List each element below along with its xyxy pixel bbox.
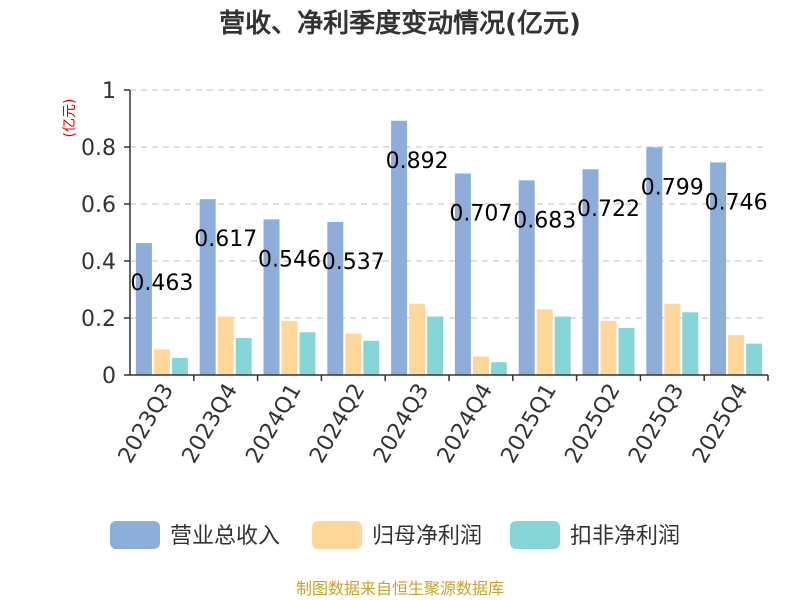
y-tick-label: 0.2 [81, 307, 116, 332]
bar-deducted-net-2024Q4[interactable] [490, 362, 507, 375]
bar-parent-net-2024Q1[interactable] [281, 320, 298, 375]
bar-deducted-net-2023Q3[interactable] [171, 357, 188, 375]
bar-deducted-net-2024Q1[interactable] [299, 332, 316, 375]
legend[interactable]: 营业总收入 归母净利润 扣非净利润 [110, 521, 680, 549]
value-label: 0.463 [130, 271, 193, 296]
value-label: 0.683 [513, 208, 576, 233]
bar-parent-net-2025Q4[interactable] [728, 335, 745, 375]
value-label: 0.892 [386, 149, 449, 174]
bar-parent-net-2024Q2[interactable] [345, 333, 362, 375]
legend-swatch [510, 521, 560, 549]
bar-revenue-2024Q3[interactable] [391, 120, 408, 375]
legend-label: 扣非净利润 [570, 524, 680, 549]
x-tick-label: 2023Q4 [178, 380, 243, 468]
x-tick-label: 2025Q3 [624, 380, 689, 468]
legend-swatch [110, 521, 160, 549]
bar-revenue-2024Q2[interactable] [327, 221, 344, 375]
legend-item-revenue[interactable]: 营业总收入 [110, 521, 280, 549]
x-tick-label: 2024Q1 [241, 380, 306, 468]
value-label: 0.707 [449, 202, 512, 227]
y-axis-unit: (亿元) [62, 99, 78, 138]
x-tick-label: 2025Q1 [497, 380, 562, 468]
bar-parent-net-2024Q4[interactable] [472, 356, 489, 375]
bar-revenue-2024Q4[interactable] [454, 173, 471, 375]
bar-revenue-2025Q2[interactable] [582, 169, 599, 375]
legend-item-deducted-net[interactable]: 扣非净利润 [510, 521, 680, 549]
bar-parent-net-2025Q3[interactable] [664, 303, 681, 375]
bar-deducted-net-2025Q4[interactable] [746, 343, 763, 375]
legend-swatch [312, 521, 362, 549]
bar-revenue-2025Q1[interactable] [518, 180, 535, 375]
bar-revenue-2023Q4[interactable] [199, 199, 216, 375]
chart-title: 营收、净利季度变动情况(亿元) [219, 8, 581, 39]
bar-revenue-2023Q3[interactable] [135, 243, 152, 375]
y-tick-label: 1 [102, 79, 116, 104]
value-label: 0.746 [705, 190, 768, 215]
legend-item-parent-net[interactable]: 归母净利润 [312, 521, 482, 549]
y-tick-label: 0 [102, 364, 116, 389]
bar-parent-net-2024Q3[interactable] [409, 303, 426, 375]
value-label: 0.799 [641, 175, 704, 200]
x-tick-label: 2025Q2 [560, 380, 625, 468]
y-tick-label: 0.4 [81, 250, 116, 275]
bar-revenue-2025Q4[interactable] [710, 162, 727, 375]
bar-deducted-net-2023Q4[interactable] [235, 337, 252, 375]
bar-deducted-net-2025Q2[interactable] [618, 327, 635, 375]
x-tick-label: 2023Q3 [114, 380, 179, 468]
bar-revenue-2024Q1[interactable] [263, 219, 280, 375]
x-tick-label: 2024Q3 [369, 380, 434, 468]
bar-parent-net-2025Q2[interactable] [600, 320, 617, 375]
value-label: 0.546 [258, 247, 321, 272]
x-tick-label: 2024Q4 [433, 380, 498, 468]
bars [135, 120, 763, 375]
bar-parent-net-2023Q4[interactable] [217, 316, 234, 375]
bar-revenue-2025Q3[interactable] [646, 147, 663, 375]
value-label: 0.537 [322, 250, 385, 275]
bar-deducted-net-2024Q2[interactable] [363, 340, 380, 375]
bar-deducted-net-2025Q3[interactable] [682, 312, 699, 375]
legend-label: 营业总收入 [170, 524, 280, 549]
bar-deducted-net-2025Q1[interactable] [554, 316, 571, 375]
source-note: 制图数据来自恒生聚源数据库 [296, 579, 504, 598]
y-tick-label: 0.6 [81, 193, 116, 218]
bar-parent-net-2023Q3[interactable] [153, 349, 170, 375]
y-tick-label: 0.8 [81, 136, 116, 161]
x-tick-label: 2024Q2 [305, 380, 370, 468]
legend-label: 归母净利润 [372, 524, 482, 549]
bar-deducted-net-2024Q3[interactable] [427, 316, 444, 375]
x-tick-label: 2025Q4 [688, 380, 753, 468]
bar-parent-net-2025Q1[interactable] [536, 309, 553, 375]
value-label: 0.722 [577, 197, 640, 222]
value-label: 0.617 [194, 227, 257, 252]
